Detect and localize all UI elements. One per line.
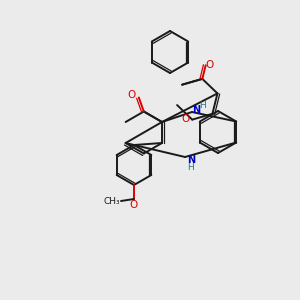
Text: H: H: [199, 100, 206, 109]
Text: O: O: [128, 91, 136, 100]
Text: H: H: [188, 163, 194, 172]
Text: N: N: [192, 105, 200, 115]
Text: O: O: [181, 114, 189, 124]
Text: N: N: [187, 155, 195, 165]
Text: O: O: [130, 200, 138, 210]
Text: CH₃: CH₃: [104, 196, 120, 206]
Text: O: O: [206, 60, 214, 70]
